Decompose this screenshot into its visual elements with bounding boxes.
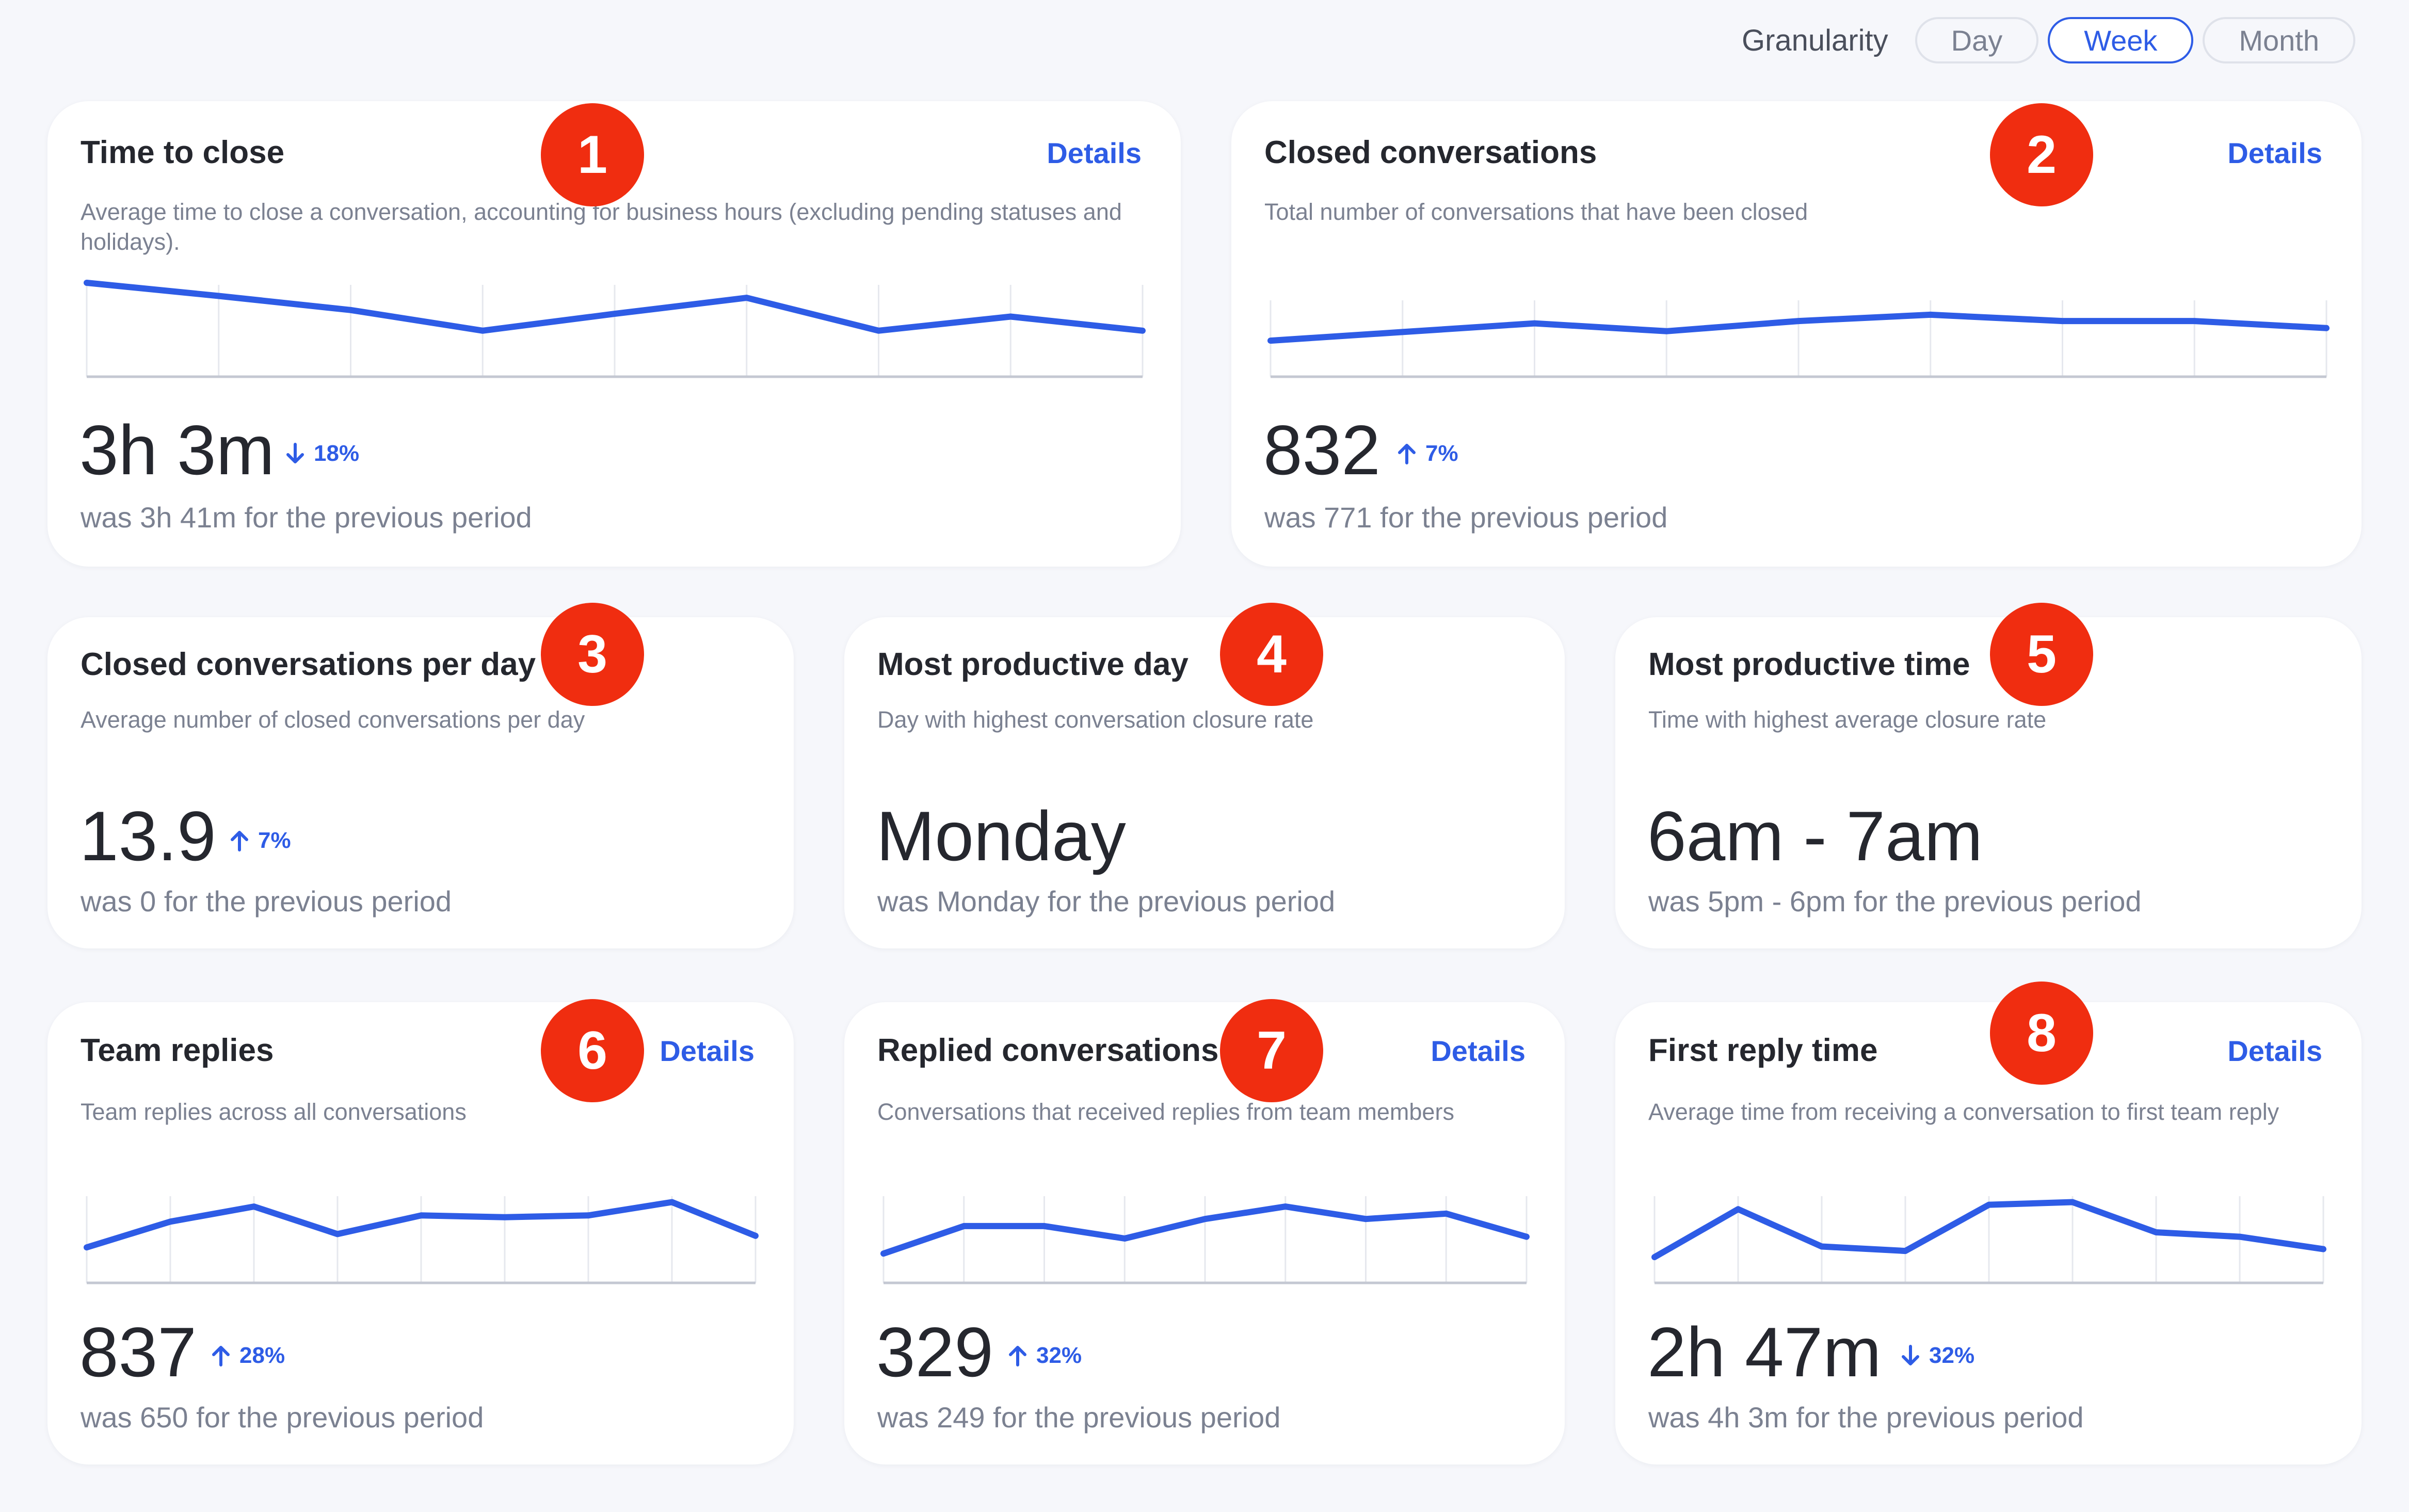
arrow-up-icon (231, 831, 248, 851)
change-indicator: 7% (229, 828, 291, 854)
details-link[interactable]: Details (660, 1035, 754, 1067)
change-percent: 7% (258, 828, 291, 853)
sparkline-series-line (1651, 1199, 2326, 1261)
change-percent: 32% (1929, 1343, 1975, 1368)
card-description: Average time from receiving a conversati… (1648, 1099, 2279, 1125)
granularity-option-week[interactable]: Week (2048, 17, 2194, 63)
arrow-up-icon (1009, 1346, 1026, 1366)
change-indicator: 32% (1900, 1343, 1974, 1369)
card-team-replies: Team replies Details Team replies across… (47, 1002, 794, 1465)
granularity-label: Granularity (1741, 23, 1888, 57)
card-closed-per-day: Closed conversations per day Average num… (47, 617, 794, 948)
sparkline-chart (84, 280, 1146, 378)
sparkline-chart (84, 1196, 759, 1284)
card-title: Closed conversations per day (81, 647, 536, 682)
change-indicator: 7% (1396, 441, 1458, 467)
details-link[interactable]: Details (1431, 1035, 1525, 1067)
metric-value: 832 (1263, 411, 1380, 489)
metric-value: 2h 47m (1647, 1313, 1882, 1391)
sparkline-chart (880, 1196, 1530, 1284)
card-description: Time with highest average closure rate (1648, 706, 2047, 733)
granularity-option-day[interactable]: Day (1915, 17, 2039, 63)
card-most-productive-day: Most productive day Day with highest con… (844, 617, 1565, 948)
metric-value: 13.9 (79, 797, 216, 875)
card-replied-conversations: Replied conversations Details Conversati… (844, 1002, 1565, 1465)
card-title: Most productive time (1648, 647, 1970, 682)
annotation-badge-5: 5 (1990, 603, 2093, 706)
card-description: Day with highest conversation closure ra… (877, 706, 1314, 733)
granularity-selector: Granularity Day Week Month (1742, 15, 2355, 65)
card-closed-conversations: Closed conversations Details Total numbe… (1231, 101, 2362, 567)
arrow-down-icon (1902, 1345, 1919, 1365)
annotation-badge-6: 6 (541, 999, 644, 1102)
card-title: Closed conversations (1264, 135, 1597, 170)
annotation-badge-7: 7 (1220, 999, 1323, 1102)
change-indicator: 18% (285, 441, 359, 467)
sparkline-series-line (1267, 311, 2330, 344)
change-indicator: 28% (211, 1343, 285, 1369)
metric-value: 837 (79, 1313, 197, 1391)
card-description: Average time to close a conversation, ac… (81, 199, 1122, 255)
metric-value: 3h 3m (79, 411, 275, 489)
annotation-badge-4: 4 (1220, 603, 1323, 706)
annotation-badge-3: 3 (541, 603, 644, 706)
annotation-badge-2: 2 (1990, 103, 2093, 206)
previous-period-text: was 0 for the previous period (81, 885, 452, 918)
metric-value: 6am - 7am (1647, 797, 1983, 875)
previous-period-text: was Monday for the previous period (877, 885, 1336, 918)
details-link[interactable]: Details (2227, 137, 2322, 169)
card-description: Average number of closed conversations p… (81, 706, 585, 733)
sparkline-series-line (880, 1203, 1530, 1257)
sparkline-series-line (84, 1199, 759, 1251)
arrow-down-icon (286, 443, 304, 463)
sparkline-series-line (84, 280, 1146, 334)
change-percent: 18% (314, 441, 360, 466)
card-first-reply-time: First reply time Details Average time fr… (1615, 1002, 2362, 1465)
previous-period-text: was 5pm - 6pm for the previous period (1648, 885, 2142, 918)
metric-value: Monday (876, 797, 1126, 875)
card-title: Replied conversations (877, 1033, 1219, 1068)
sparkline-chart (1651, 1196, 2326, 1284)
annotation-badge-8: 8 (1990, 982, 2093, 1085)
card-description: Team replies across all conversations (81, 1099, 467, 1125)
sparkline-chart (1267, 300, 2330, 378)
card-description: Total number of conversations that have … (1264, 199, 1808, 225)
granularity-option-month[interactable]: Month (2203, 17, 2355, 63)
previous-period-text: was 4h 3m for the previous period (1648, 1401, 2084, 1434)
card-title: First reply time (1648, 1033, 1878, 1068)
card-title: Team replies (81, 1033, 274, 1068)
change-percent: 7% (1425, 441, 1458, 466)
previous-period-text: was 650 for the previous period (81, 1401, 484, 1434)
card-title: Most productive day (877, 647, 1189, 682)
arrow-up-icon (1398, 444, 1416, 464)
metric-value: 329 (876, 1313, 993, 1391)
card-most-productive-time: Most productive time Time with highest a… (1615, 617, 2362, 948)
details-link[interactable]: Details (2227, 1035, 2322, 1067)
previous-period-text: was 249 for the previous period (877, 1401, 1281, 1434)
details-link[interactable]: Details (1047, 137, 1142, 169)
card-description: Conversations that received replies from… (877, 1099, 1454, 1125)
change-percent: 32% (1036, 1343, 1082, 1368)
previous-period-text: was 3h 41m for the previous period (81, 501, 532, 534)
change-indicator: 32% (1007, 1343, 1082, 1369)
arrow-up-icon (212, 1346, 230, 1366)
change-percent: 28% (239, 1343, 285, 1368)
card-title: Time to close (81, 135, 285, 170)
annotation-badge-1: 1 (541, 103, 644, 206)
previous-period-text: was 771 for the previous period (1264, 501, 1668, 534)
